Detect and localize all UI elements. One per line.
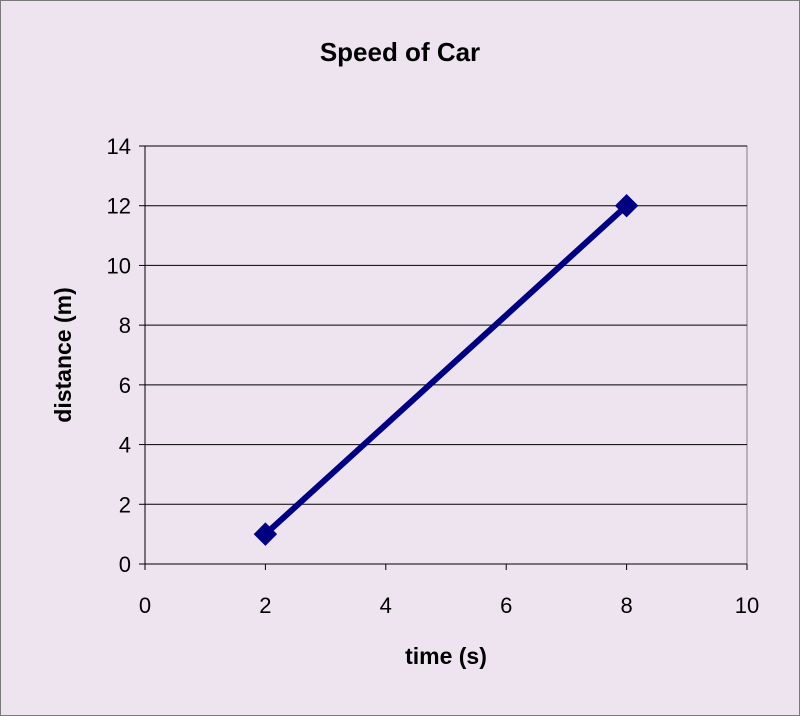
x-tick-label: 0 [139,593,151,618]
y-tick-label: 10 [107,253,131,278]
grid-lines [145,145,747,505]
data-point-marker [614,194,639,218]
x-tick-labels: 0 2 4 6 8 10 [139,593,759,618]
y-tick-label: 12 [107,194,131,219]
y-tick-label: 0 [119,552,131,577]
series-line [262,202,630,538]
y-axis-title: distance (m) [50,287,76,422]
y-tick-label: 6 [119,373,131,398]
x-tick-label: 6 [500,593,512,618]
x-axis-title: time (s) [405,643,487,669]
plot-area [144,145,748,565]
series-layer [253,194,639,546]
axes [139,145,748,570]
x-tick-label: 10 [735,593,759,618]
x-tick-label: 8 [620,593,632,618]
x-tick-label: 4 [380,593,392,618]
x-tick-label: 2 [259,593,271,618]
y-tick-labels: 0 2 4 6 8 10 12 14 [107,134,131,577]
y-tick-label: 4 [119,433,131,458]
y-tick-label: 14 [107,134,131,159]
y-tick-label: 8 [119,313,131,338]
y-tick-label: 2 [119,492,131,517]
data-point-marker [253,522,278,546]
chart-title: Speed of Car [319,37,481,67]
